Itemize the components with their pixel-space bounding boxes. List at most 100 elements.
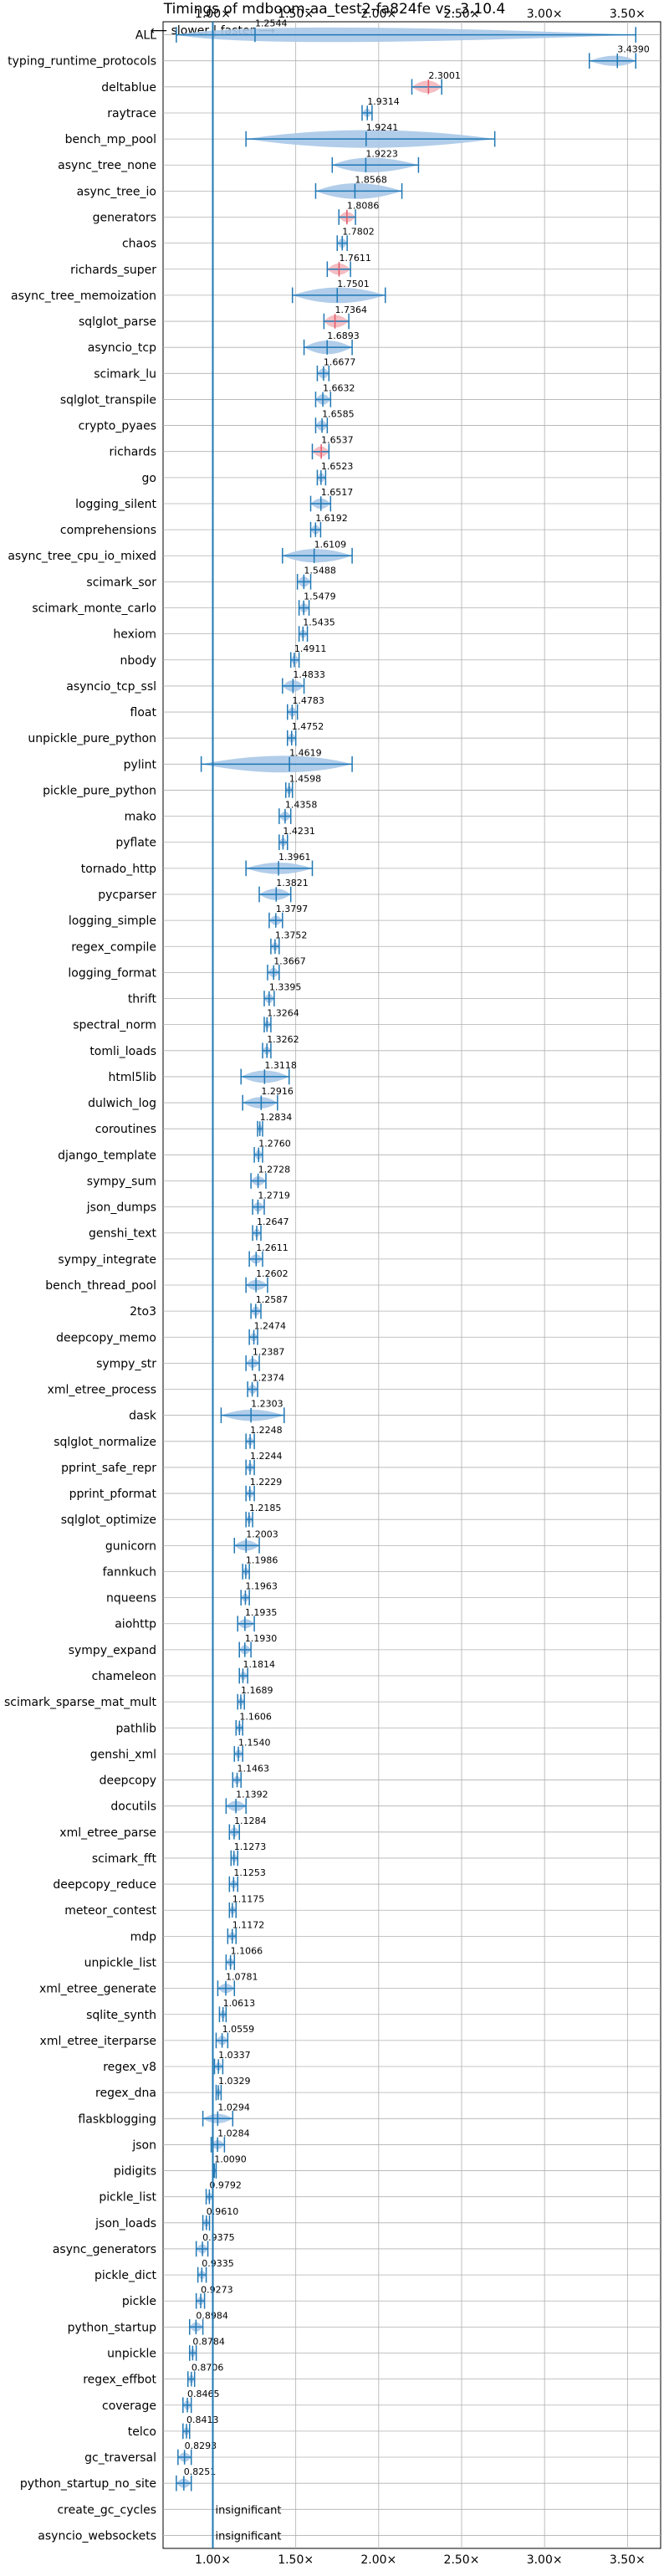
- data-label: 1.1172: [232, 1919, 265, 1930]
- category-label: sqlglot_optimize: [61, 1513, 156, 1527]
- data-label: 0.9335: [202, 2258, 234, 2269]
- data-label: 1.1606: [239, 1711, 272, 1722]
- category-label: pyflate: [115, 837, 156, 850]
- insignificant-label: insignificant: [216, 2504, 282, 2517]
- category-label: asyncio_websockets: [38, 2529, 156, 2543]
- data-label: 1.1253: [233, 1867, 266, 1878]
- category-label: typing_runtime_protocols: [8, 55, 156, 69]
- data-label: 0.9375: [202, 2232, 235, 2243]
- data-label: 1.4231: [283, 826, 315, 837]
- x-tick-label-top: 2.00×: [360, 8, 396, 21]
- x-tick-label-bottom: 2.50×: [444, 2553, 480, 2567]
- data-label: 1.8568: [355, 174, 387, 185]
- data-label: 1.7364: [335, 305, 368, 315]
- data-label: 1.2916: [261, 1086, 294, 1097]
- category-label: async_generators: [53, 2243, 156, 2256]
- category-label: pycparser: [98, 889, 156, 902]
- data-label: 0.8706: [192, 2363, 224, 2374]
- data-label: 1.6893: [327, 330, 360, 341]
- category-label: pprint_pformat: [69, 1488, 157, 1501]
- x-tick-label-bottom: 2.00×: [360, 2553, 396, 2567]
- data-label: 1.6677: [324, 356, 356, 367]
- category-label: pprint_safe_repr: [61, 1462, 156, 1475]
- x-tick-label-bottom: 3.50×: [610, 2553, 646, 2567]
- category-label: unpickle_list: [84, 1956, 157, 1969]
- data-label: 1.4619: [289, 747, 322, 758]
- data-label: 1.3797: [276, 904, 309, 914]
- category-label: pathlib: [116, 1722, 157, 1735]
- x-tick-label-top: 1.00×: [195, 8, 231, 21]
- category-label: sqlite_synth: [86, 2009, 156, 2022]
- data-label: 3.4390: [617, 44, 650, 55]
- category-label: chameleon: [92, 1670, 156, 1683]
- chart-title: Timings of mdboom-aa_test2-fa824fe vs. 3…: [163, 1, 506, 18]
- category-label: pickle_dict: [94, 2269, 157, 2282]
- data-label: 1.3264: [267, 1008, 299, 1019]
- data-label: 1.0559: [222, 2024, 255, 2035]
- category-label: spectral_norm: [73, 1019, 156, 1032]
- category-label: nqueens: [106, 1592, 156, 1606]
- data-label: 1.2229: [250, 1477, 283, 1488]
- category-label: logging_silent: [75, 498, 156, 511]
- data-label: 1.1066: [231, 1946, 263, 1957]
- data-label: 1.3961: [278, 852, 311, 863]
- category-label: json: [131, 2138, 156, 2152]
- data-label: 1.1540: [238, 1737, 271, 1748]
- data-label: 1.9314: [367, 96, 400, 107]
- data-label: 1.4833: [293, 669, 325, 680]
- data-label: 0.8251: [184, 2466, 217, 2477]
- data-label: 1.2303: [251, 1399, 283, 1410]
- data-label: 2.3001: [428, 70, 461, 81]
- data-label: 1.0781: [226, 1972, 258, 1983]
- data-label: 1.2602: [256, 1268, 289, 1279]
- category-label: sympy_sum: [87, 1175, 156, 1188]
- category-label: flaskblogging: [78, 2113, 156, 2126]
- category-label: regex_effbot: [83, 2374, 156, 2387]
- category-label: coroutines: [95, 1123, 156, 1136]
- data-label: 1.3262: [267, 1034, 299, 1045]
- category-label: html5lib: [109, 1071, 157, 1084]
- category-label: telco: [128, 2425, 156, 2439]
- category-label: scimark_sparse_mat_mult: [4, 1696, 156, 1709]
- data-label: 1.1963: [245, 1581, 278, 1592]
- data-label: 0.8413: [186, 2415, 219, 2425]
- category-label: pickle_pure_python: [43, 784, 156, 797]
- data-label: 1.1463: [237, 1764, 270, 1775]
- data-label: 1.2587: [256, 1294, 289, 1305]
- category-label: ALL: [135, 29, 156, 43]
- category-label: json_dumps: [86, 1201, 156, 1215]
- data-label: 1.7802: [342, 227, 375, 238]
- data-label: 1.1986: [246, 1555, 278, 1566]
- x-tick-label-bottom: 1.50×: [278, 2553, 314, 2567]
- category-label: deepcopy_reduce: [53, 1878, 156, 1892]
- category-label: logging_simple: [69, 914, 156, 928]
- data-label: 1.3821: [276, 878, 309, 889]
- category-label: regex_compile: [71, 940, 156, 954]
- category-label: unpickle: [107, 2347, 156, 2360]
- data-label: 1.2647: [257, 1216, 289, 1227]
- data-label: 1.9241: [366, 122, 399, 133]
- data-label: 1.1935: [245, 1607, 278, 1618]
- data-label: 1.2544: [255, 18, 288, 29]
- category-label: gc_traversal: [84, 2451, 156, 2465]
- data-label: 1.1814: [243, 1659, 275, 1670]
- category-label: python_startup_no_site: [20, 2477, 156, 2491]
- data-label: 1.0329: [218, 2076, 251, 2087]
- category-label: async_tree_io: [77, 185, 156, 198]
- data-label: 0.8293: [185, 2440, 217, 2451]
- category-label: aiohttp: [115, 1618, 156, 1631]
- category-label: 2to3: [130, 1305, 156, 1319]
- category-label: float: [130, 706, 157, 720]
- category-label: python_startup: [68, 2321, 156, 2334]
- category-label: bench_mp_pool: [65, 133, 156, 146]
- category-label: sqlglot_parse: [79, 315, 156, 329]
- category-label: richards: [110, 446, 157, 459]
- data-label: 1.2374: [253, 1373, 285, 1384]
- category-label: sqlglot_transpile: [60, 393, 156, 407]
- category-label: scimark_fft: [92, 1852, 157, 1866]
- category-label: sqlglot_normalize: [54, 1436, 156, 1449]
- category-label: generators: [93, 212, 156, 225]
- category-label: async_tree_cpu_io_mixed: [8, 550, 156, 563]
- category-label: chaos: [122, 238, 156, 251]
- category-label: pidigits: [114, 2165, 156, 2179]
